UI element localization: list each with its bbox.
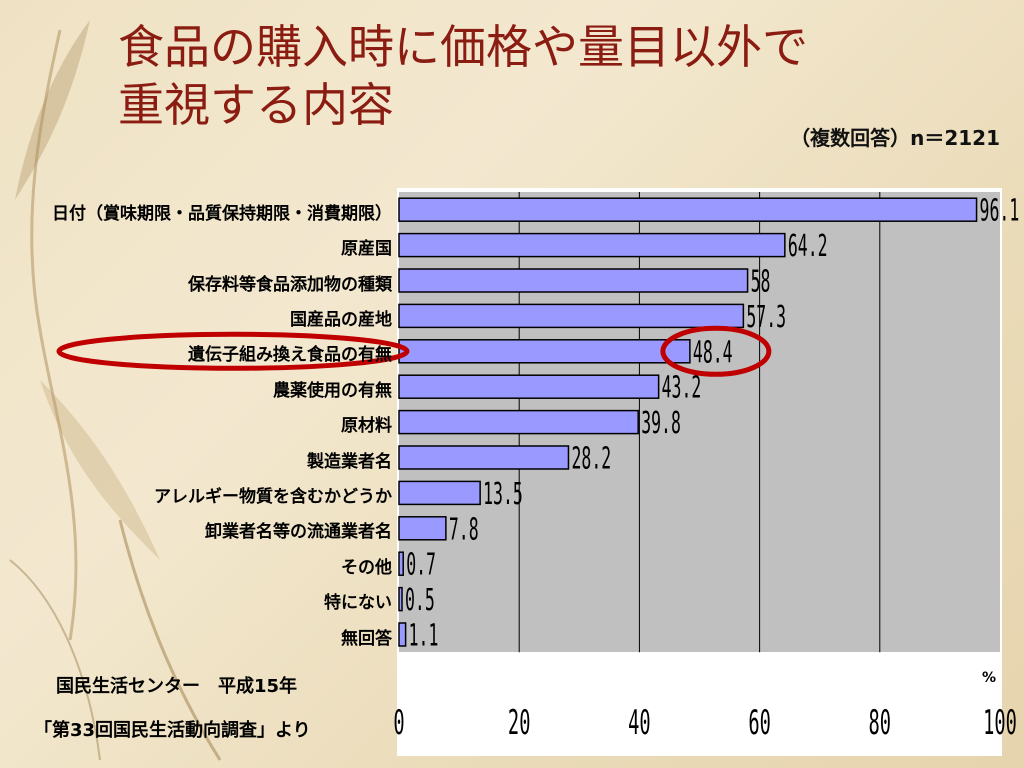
bar [398, 586, 403, 612]
data-label: 0.7 [406, 547, 436, 582]
respondent-note: （複数回答）n＝2121 [790, 126, 1000, 150]
data-label: 0.5 [405, 583, 435, 618]
bar [398, 232, 786, 258]
category-label: 遺伝子組み換え食品の有無 [188, 345, 392, 366]
category-label: 卸業者名等の流通業者名 [205, 522, 392, 543]
title-line-1: 食品の購入時に価格や量目以外で [118, 20, 808, 74]
category-label: 原産国 [341, 239, 392, 260]
category-label: 無回答 [341, 628, 392, 649]
data-label: 7.8 [449, 512, 479, 547]
bar [398, 374, 660, 399]
bar [398, 551, 404, 576]
category-label: その他 [341, 557, 392, 578]
category-label: 保存料等食品添加物の種類 [188, 274, 392, 295]
category-label: 製造業者名 [307, 451, 392, 472]
data-label: 28.2 [571, 441, 611, 476]
x-tick-label: 40 [628, 704, 651, 742]
category-label: 特にない [324, 593, 392, 614]
category-label: 日付（賞味期限・品質保持期限・消費期限） [52, 203, 392, 224]
x-axis-unit: % [982, 670, 997, 686]
data-label: 96.1 [980, 193, 1020, 228]
data-label: 43.2 [662, 370, 702, 405]
x-tick-label: 80 [869, 704, 892, 742]
slide-title: 食品の購入時に価格や量目以外で 重視する内容 [118, 18, 978, 134]
title-line-2: 重視する内容 [118, 78, 394, 132]
x-tick-label: 60 [748, 704, 771, 742]
category-label: 国産品の産地 [290, 309, 392, 330]
highlight-label-ellipse [56, 331, 410, 371]
data-label: 39.8 [641, 406, 681, 441]
x-tick-label: 20 [508, 704, 531, 742]
data-label: 13.5 [483, 477, 523, 512]
bar [398, 268, 749, 293]
data-label: 57.3 [746, 300, 786, 335]
data-label: 1.1 [409, 618, 439, 653]
source-line-1: 国民生活センター 平成15年 [56, 676, 298, 697]
bar [398, 339, 691, 364]
category-label: 農薬使用の有無 [273, 380, 392, 401]
x-tick-label: 0 [393, 704, 404, 742]
data-label: 64.2 [788, 229, 828, 264]
category-label: アレルギー物質を含むかどうか [154, 486, 392, 507]
category-label: 原材料 [341, 416, 392, 437]
bar [398, 197, 978, 222]
bar [398, 303, 745, 329]
source-line-2: 「第33回国民生活動向調査」より [34, 720, 311, 741]
data-label: 48.4 [693, 335, 733, 370]
bar [398, 622, 407, 647]
data-label: 58 [751, 264, 771, 299]
bar [398, 409, 639, 435]
highlight-value-ellipse [660, 325, 772, 377]
bar [398, 480, 481, 506]
bar [398, 516, 447, 541]
x-tick-label: 100 [983, 704, 1017, 742]
bar [398, 445, 570, 470]
